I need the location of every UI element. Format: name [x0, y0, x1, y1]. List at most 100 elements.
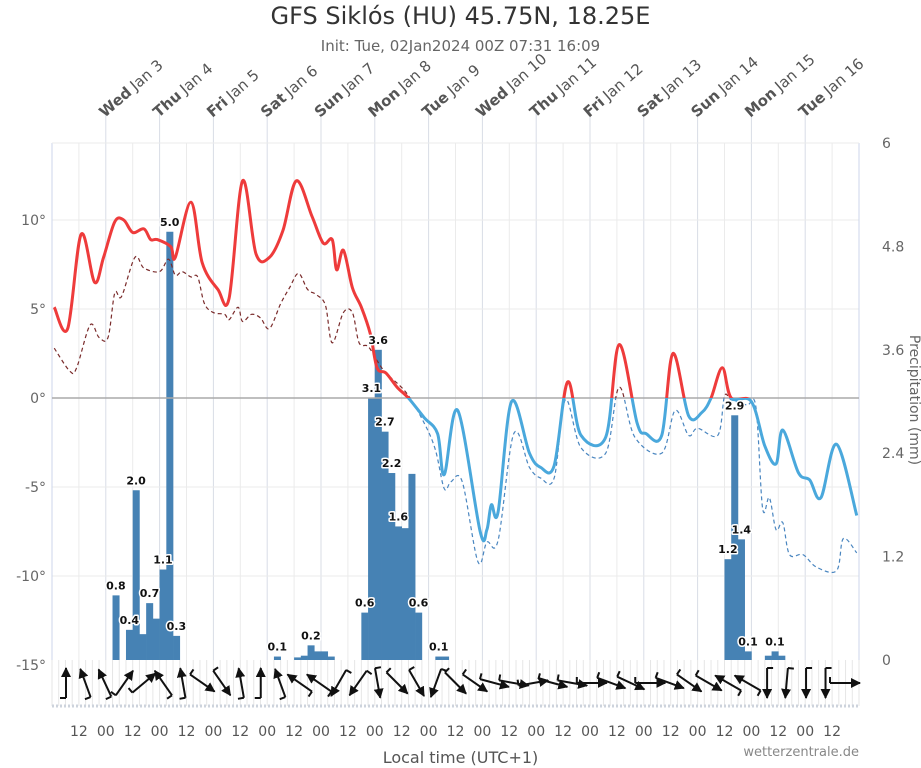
- wind-arrow: [820, 667, 832, 699]
- day-label-date: Jan 4: [176, 60, 217, 99]
- wind-barb: [694, 669, 700, 676]
- wind-arrow-shaft: [695, 674, 723, 692]
- wind-arrow: [762, 667, 774, 699]
- wind-arrow: [385, 667, 409, 695]
- wind-arrow: [286, 673, 313, 698]
- dewpoint-line-above-zero: [53, 255, 730, 398]
- left-axis-tick-label: -5°: [25, 480, 46, 496]
- precipitation-bar-label: 2.0: [126, 474, 146, 487]
- right-axis-tick-label: 3.6: [882, 343, 904, 359]
- wind-barb: [461, 668, 467, 675]
- day-label-weekday: Mon: [741, 84, 780, 121]
- precipitation-bar: [724, 559, 732, 660]
- wind-arrow-shaft: [348, 670, 368, 697]
- wind-arrow: [97, 668, 113, 701]
- left-axis-tick-label: -10°: [16, 569, 46, 585]
- precipitation-bar-label: 0.3: [167, 620, 187, 633]
- wind-arrow-shaft: [115, 669, 134, 696]
- wind-arrow-shaft: [429, 668, 443, 699]
- precipitation-bar: [778, 655, 786, 660]
- credit-link[interactable]: wetterzentrale.de: [743, 745, 859, 760]
- precipitation-bar-label: 1.1: [153, 554, 173, 567]
- day-label-date: Jan 3: [126, 56, 167, 95]
- wind-arrow: [616, 670, 646, 691]
- wind-arrow-shaft: [557, 679, 589, 689]
- precipitation-bar-label: 0.6: [409, 597, 429, 610]
- wind-arrow-shaft: [714, 674, 742, 692]
- wind-arrow: [478, 673, 510, 690]
- wind-arrow-shaft: [78, 667, 92, 698]
- day-label-weekday: Sat: [634, 89, 667, 121]
- wind-arrow: [575, 677, 608, 688]
- wind-barb: [737, 690, 743, 697]
- precipitation-bar: [321, 651, 329, 660]
- precipitation-bar: [368, 398, 376, 660]
- wind-arrow-shaft: [273, 667, 287, 698]
- wind-arrow: [444, 667, 467, 695]
- wind-barb: [166, 694, 173, 700]
- wind-arrow: [733, 674, 762, 697]
- right-axis-tick-label: 0: [882, 653, 891, 669]
- x-axis-tick-label: 12: [769, 724, 787, 740]
- precipitation-bar: [125, 629, 133, 660]
- wind-arrow: [110, 669, 134, 697]
- left-axis-tick-label: -15°: [16, 658, 46, 674]
- right-axis-tick-label: 1.2: [882, 550, 904, 566]
- precipitation-bar: [442, 656, 450, 660]
- wind-barbs: [60, 666, 861, 701]
- wind-barb: [516, 679, 520, 686]
- precipitation-bar-label: 1.6: [389, 510, 409, 523]
- precipitation-bar: [361, 612, 369, 660]
- wind-arrow: [330, 669, 352, 697]
- bar-labels: 0.8 0.4 2.0 0.7 1.1 5.0 0.3 0.1 0.2 0.6 3.1 3.6 2.7 2…: [105, 214, 787, 655]
- day-label-weekday: Sun: [311, 86, 347, 121]
- wind-arrow-shaft: [781, 667, 792, 699]
- right-axis-tick-label: 4.8: [882, 239, 904, 255]
- wind-barb: [385, 667, 392, 674]
- day-label-weekday: Thu: [526, 87, 562, 121]
- x-axis-tick-label: 12: [500, 724, 518, 740]
- precipitation-bar: [307, 645, 315, 660]
- day-label-weekday: Fri: [580, 93, 608, 121]
- precipitation-bar: [294, 657, 302, 660]
- x-axis-tick-label: 00: [258, 724, 276, 740]
- precipitation-bar: [132, 490, 140, 660]
- precipitation-bar: [166, 231, 174, 661]
- wind-barb: [654, 671, 659, 679]
- x-axis-tick-label: 12: [823, 724, 841, 740]
- precipitation-bar: [139, 634, 147, 660]
- wind-arrow-shaft: [444, 671, 467, 695]
- x-axis-tick-label: 00: [689, 724, 707, 740]
- temperature-line-below-zero: [406, 398, 859, 543]
- wind-barb: [84, 696, 91, 701]
- precipitation-bar-label: 5.0: [160, 216, 180, 229]
- precipitation-bar-label: 0.1: [429, 641, 449, 654]
- x-axis-tick-label: 12: [285, 724, 303, 740]
- wind-arrow: [235, 667, 246, 700]
- day-label-date: Jan 9: [443, 61, 484, 100]
- precipitation-bar: [394, 526, 402, 660]
- wind-arrow-shaft: [676, 673, 703, 693]
- x-axis-tick-label: 12: [716, 724, 734, 740]
- precipitation-bar: [388, 473, 396, 660]
- x-axis-title: Local time (UTC+1): [382, 748, 539, 767]
- precipitation-bar-label: 0.4: [120, 614, 140, 627]
- x-axis-tick-label: 12: [447, 724, 465, 740]
- wind-arrow: [676, 668, 703, 693]
- precipitation-bar: [435, 656, 443, 660]
- wind-arrow: [714, 674, 743, 697]
- wind-barb: [556, 674, 560, 681]
- day-label-date: Jan 14: [714, 53, 762, 98]
- precipitation-bar: [146, 603, 154, 660]
- day-label-weekday: Mon: [365, 84, 404, 121]
- day-label-date: Jan 12: [599, 60, 647, 105]
- precipitation-bar: [374, 349, 382, 660]
- precipitation-bar-label: 2.7: [375, 416, 395, 429]
- wind-barb: [478, 673, 483, 680]
- x-axis-tick-label: 12: [231, 724, 249, 740]
- wind-barb: [537, 673, 541, 680]
- wind-arrow-shaft: [306, 673, 333, 693]
- wind-arrow: [694, 669, 723, 692]
- wind-barb: [189, 668, 195, 675]
